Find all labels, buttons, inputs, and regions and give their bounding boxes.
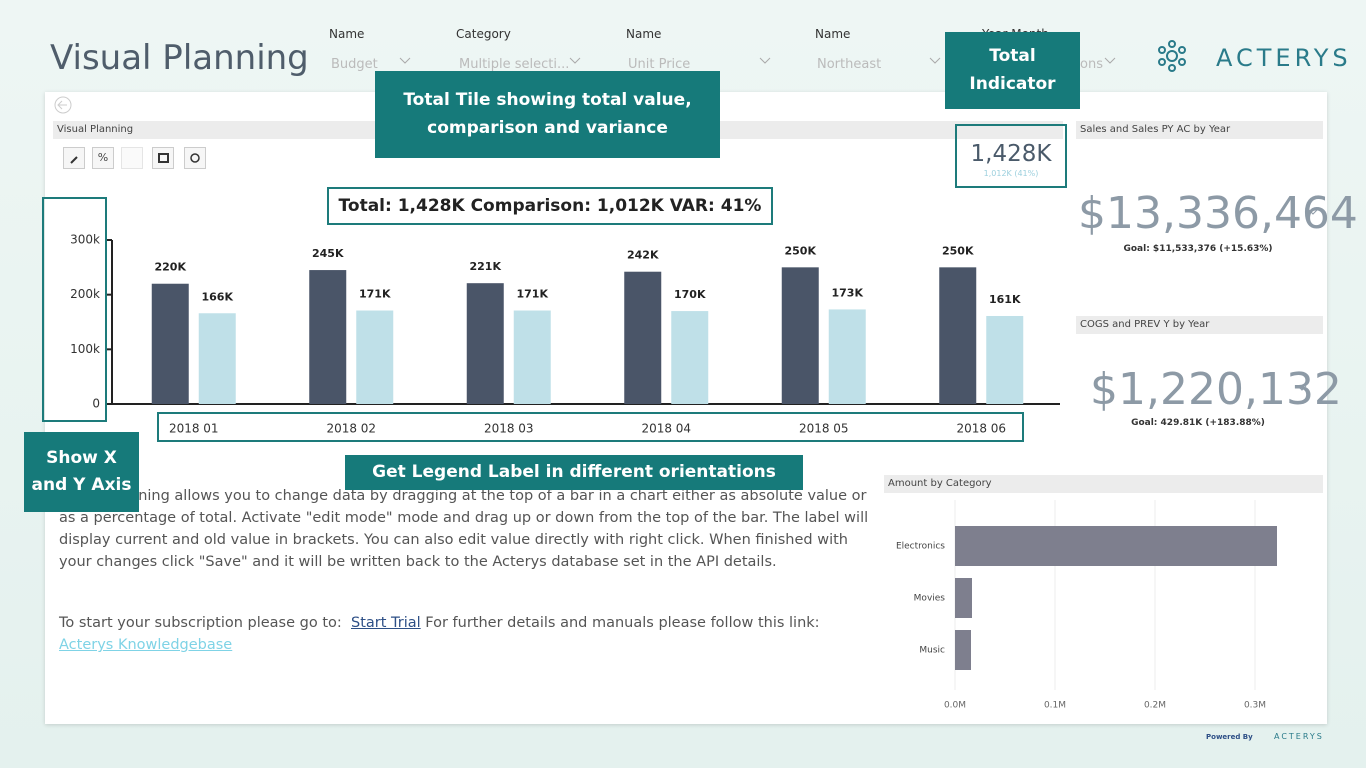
description: Visual planning allows you to change dat… xyxy=(59,488,869,570)
y-tick-label: 200k xyxy=(70,287,100,301)
value-label: 173K xyxy=(832,286,864,299)
bar xyxy=(198,313,236,404)
value-label: 250K xyxy=(942,244,974,257)
value-label: 171K xyxy=(359,288,391,301)
bar xyxy=(955,630,971,670)
dropdown-chevron xyxy=(399,57,1116,64)
save-icon xyxy=(158,153,169,163)
bar xyxy=(356,310,394,404)
x-tick-label: 0.2M xyxy=(1144,701,1166,711)
kpi-goal: Goal: 429.81K (+183.88%) xyxy=(1131,418,1265,428)
value-label: 221K xyxy=(470,260,502,273)
value-label: 250K xyxy=(785,244,817,257)
y-tick-label: Music xyxy=(919,646,945,656)
filter-label: Name xyxy=(815,27,851,41)
bar xyxy=(986,315,1024,404)
value-label: 245K xyxy=(312,247,344,260)
x-tick-label: 2018 02 xyxy=(326,422,376,436)
page-title: Visual Planning xyxy=(50,38,309,78)
x-tick-label: 2018 04 xyxy=(641,422,691,436)
trial-text: To start your subscription please go to: xyxy=(59,615,342,631)
back-button[interactable] xyxy=(54,96,72,114)
footer-brand: ACTERYS xyxy=(1274,732,1324,741)
bar xyxy=(671,311,709,404)
y-tick-label: 100k xyxy=(70,342,100,356)
filter-value[interactable]: Unit Price xyxy=(628,57,691,72)
kb-link[interactable]: Acterys Knowledgebase xyxy=(59,637,233,653)
value-label: 242K xyxy=(627,249,659,262)
x-tick-label: 0.1M xyxy=(1044,701,1066,711)
indicator-comparison: 1,012K (41%) xyxy=(983,169,1039,178)
filter-value[interactable]: Northeast xyxy=(817,57,882,72)
kpi-goal: Goal: $11,533,376 (+15.63%) xyxy=(1123,244,1273,254)
callout: Get Legend Label in different orientatio… xyxy=(345,455,803,490)
bar xyxy=(466,283,504,404)
filter-value[interactable]: ons xyxy=(1080,57,1103,72)
powered-by: Powered By xyxy=(1206,733,1253,741)
kpi-value: $13,336,464 xyxy=(1078,188,1358,239)
pencil-icon xyxy=(71,0,98,163)
trial-link[interactable]: Start Trial xyxy=(351,615,421,631)
bar xyxy=(151,283,189,404)
filter-value[interactable]: Multiple selecti... xyxy=(459,57,570,72)
bar xyxy=(309,270,347,404)
bar xyxy=(828,309,866,404)
value-label: 171K xyxy=(517,288,549,301)
refresh-icon xyxy=(190,153,200,163)
callout: Total Indicator xyxy=(945,32,1080,109)
x-tick-label: 0.3M xyxy=(1244,701,1266,711)
total-line: Total: 1,428K Comparison: 1,012K VAR: 41… xyxy=(327,187,773,225)
callout: Show X and Y Axis xyxy=(24,432,139,512)
y-tick-label: 0 xyxy=(92,397,100,411)
y-axis-highlight xyxy=(42,197,107,422)
bar xyxy=(513,310,551,404)
filter-value[interactable]: Budget xyxy=(331,57,378,72)
bar xyxy=(624,271,662,404)
logo-text: ACTERYS xyxy=(1216,44,1352,72)
x-tick-label: 0.0M xyxy=(944,701,966,711)
value-label: 161K xyxy=(989,293,1021,306)
refresh-button[interactable] xyxy=(184,147,206,169)
y-tick-label: 300k xyxy=(70,233,100,247)
kpi-value: $1,220,132 xyxy=(1090,364,1342,415)
kpi-header: Sales and Sales PY AC by Year xyxy=(1076,121,1323,139)
bar xyxy=(955,578,972,618)
disabled-button[interactable] xyxy=(121,147,143,169)
value-label: 170K xyxy=(674,288,706,301)
y-tick-label: Electronics xyxy=(896,542,945,552)
report-card xyxy=(45,92,1327,724)
filter-label: Category xyxy=(456,27,511,41)
x-tick-label: 2018 01 xyxy=(169,422,219,436)
x-axis-highlight xyxy=(157,412,1024,442)
filter-label: Name xyxy=(626,27,662,41)
kpi-header: COGS and PREV Y by Year xyxy=(1076,316,1323,334)
category-header: Amount by Category xyxy=(884,475,1323,493)
chevron xyxy=(1297,209,1318,391)
bar xyxy=(955,526,1277,566)
bar xyxy=(781,267,819,404)
bar xyxy=(939,267,977,404)
edit-button[interactable] xyxy=(63,147,85,169)
x-tick-label: 2018 03 xyxy=(484,422,534,436)
filter-label: Name xyxy=(329,27,365,41)
logo-icon xyxy=(1158,40,1186,72)
value-label: 220K xyxy=(155,261,187,274)
trial-line: To start your subscription please go to:… xyxy=(59,612,874,656)
indicator-box xyxy=(955,124,1067,188)
percent-button[interactable]: % xyxy=(92,147,114,169)
x-tick-label: 2018 06 xyxy=(956,422,1006,436)
value-label: 166K xyxy=(202,290,234,303)
y-tick-label: Movies xyxy=(914,594,946,604)
save-button[interactable] xyxy=(152,147,174,169)
back-arrow xyxy=(57,100,67,110)
callout: Total Tile showing total value, comparis… xyxy=(375,71,720,158)
trial-text: For further details and manuals please f… xyxy=(425,615,820,631)
x-tick-label: 2018 05 xyxy=(799,422,849,436)
indicator-value: 1,428K xyxy=(970,141,1052,167)
